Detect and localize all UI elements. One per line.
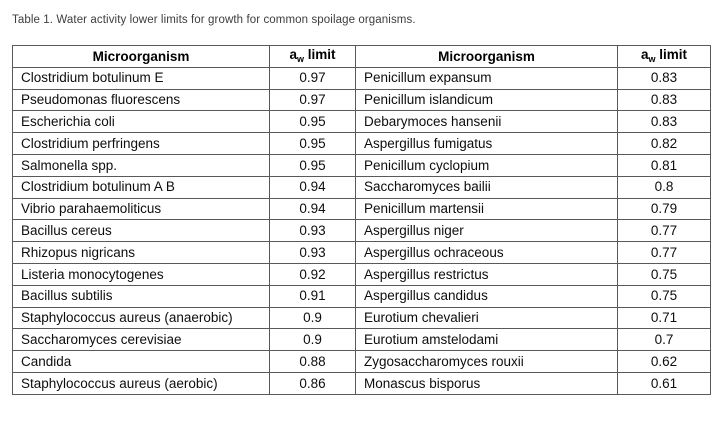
organism-cell-left: Clostridium botulinum E (12, 66, 270, 90)
organism-cell-left: Staphylococcus aureus (anaerobic) (12, 306, 270, 330)
organism-cell-right: Penicillum martensii (355, 197, 618, 221)
table-row: Salmonella spp. 0.95 Penicillum cyclopium 0… (12, 153, 711, 177)
aw-limit-cell-right: 0.77 (617, 219, 711, 243)
table-row: Staphylococcus aureus (anaerobic) 0.9 Euro… (12, 306, 711, 330)
organism-cell-right: Eurotium chevalieri (355, 306, 618, 330)
aw-subscript: w (296, 54, 304, 65)
aw-limit-cell-left: 0.9 (269, 306, 356, 330)
organism-cell-right: Aspergillus niger (355, 219, 618, 243)
header-aw-limit-right: aw limit (617, 45, 711, 68)
table-caption: Table 1. Water activity lower limits for… (12, 14, 416, 26)
aw-limit-cell-right: 0.83 (617, 110, 711, 134)
aw-limit-cell-right: 0.79 (617, 197, 711, 221)
organism-cell-left: Clostridium perfringens (12, 132, 270, 155)
organism-cell-right: Aspergillus fumigatus (355, 132, 618, 155)
organism-cell-right: Penicillum expansum (355, 66, 618, 90)
table-row: Listeria monocytogenes 0.92 Aspergillus re… (12, 262, 711, 286)
water-activity-table: Microorganism aw limit Microorganism aw … (12, 45, 711, 395)
organism-cell-right: Aspergillus ochraceous (355, 241, 618, 264)
organism-cell-left: Candida (12, 350, 270, 373)
aw-limit-cell-left: 0.95 (269, 132, 356, 155)
aw-limit-cell-right: 0.75 (617, 262, 711, 286)
aw-limit-cell-right: 0.7 (617, 328, 711, 352)
aw-limit-cell-left: 0.95 (269, 153, 356, 177)
aw-limit-cell-right: 0.81 (617, 153, 711, 177)
aw-limit-cell-left: 0.91 (269, 284, 356, 308)
organism-cell-right: Zygosaccharomyces rouxii (355, 350, 618, 373)
organism-cell-right: Aspergillus candidus (355, 284, 618, 308)
aw-limit-cell-right: 0.71 (617, 306, 711, 330)
table-row: Clostridium botulinum E 0.97 Penicillum ex… (12, 66, 711, 90)
table-row: Clostridium perfringens 0.95 Aspergillus f… (12, 132, 711, 155)
organism-cell-left: Clostridium botulinum A B (12, 175, 270, 199)
organism-cell-left: Staphylococcus aureus (aerobic) (12, 371, 270, 395)
organism-cell-right: Aspergillus restrictus (355, 262, 618, 286)
table-body: Clostridium botulinum E 0.97 Penicillum ex… (12, 66, 711, 395)
organism-cell-left: Salmonella spp. (12, 153, 270, 177)
header-microorganism-left: Microorganism (12, 45, 270, 68)
aw-limit-cell-left: 0.92 (269, 262, 356, 286)
organism-cell-right: Saccharomyces bailii (355, 175, 618, 199)
header-aw-limit-left: aw limit (269, 45, 356, 68)
aw-limit-cell-left: 0.9 (269, 328, 356, 352)
aw-limit-cell-left: 0.94 (269, 197, 356, 221)
aw-limit-cell-left: 0.97 (269, 66, 356, 90)
table-row: Saccharomyces cerevisiae 0.9 Eurotium amst… (12, 328, 711, 352)
organism-cell-left: Escherichia coli (12, 110, 270, 134)
table-row: Bacillus subtilis 0.91 Aspergillus candidu… (12, 284, 711, 308)
table-row: Candida 0.88 Zygosaccharomyces rouxii 0.62 (12, 350, 711, 373)
table-row: Rhizopus nigricans 0.93 Aspergillus ochrac… (12, 241, 711, 264)
organism-cell-right: Debarymoces hansenii (355, 110, 618, 134)
aw-limit-cell-right: 0.75 (617, 284, 711, 308)
table-row: Bacillus cereus 0.93 Aspergillus niger 0.77 (12, 219, 711, 243)
table-row: Clostridium botulinum A B 0.94 Saccharomyc… (12, 175, 711, 199)
aw-limit-cell-left: 0.97 (269, 88, 356, 112)
table-row: Staphylococcus aureus (aerobic) 0.86 Monas… (12, 371, 711, 395)
aw-subscript: w (648, 54, 656, 65)
organism-cell-right: Eurotium amstelodami (355, 328, 618, 352)
aw-limit-cell-left: 0.93 (269, 241, 356, 264)
aw-limit-cell-left: 0.93 (269, 219, 356, 243)
organism-cell-left: Vibrio parahaemoliticus (12, 197, 270, 221)
aw-limit-label: limit (304, 47, 336, 63)
table-row: Escherichia coli 0.95 Debarymoces hansenii… (12, 110, 711, 134)
aw-limit-cell-right: 0.83 (617, 88, 711, 112)
organism-cell-left: Bacillus cereus (12, 219, 270, 243)
organism-cell-left: Pseudomonas fluorescens (12, 88, 270, 112)
aw-limit-cell-right: 0.83 (617, 66, 711, 90)
aw-limit-cell-left: 0.94 (269, 175, 356, 199)
table-row: Vibrio parahaemoliticus 0.94 Penicillum ma… (12, 197, 711, 221)
aw-limit-cell-right: 0.82 (617, 132, 711, 155)
aw-limit-cell-right: 0.62 (617, 350, 711, 373)
aw-limit-cell-right: 0.77 (617, 241, 711, 264)
aw-limit-label: limit (655, 47, 688, 63)
aw-limit-cell-left: 0.88 (269, 350, 356, 373)
organism-cell-left: Rhizopus nigricans (12, 241, 270, 264)
organism-cell-right: Penicillum cyclopium (355, 153, 618, 177)
aw-limit-cell-left: 0.95 (269, 110, 356, 134)
organism-cell-left: Saccharomyces cerevisiae (12, 328, 270, 352)
organism-cell-right: Penicillum islandicum (355, 88, 618, 112)
table-row: Pseudomonas fluorescens 0.97 Penicillum is… (12, 88, 711, 112)
organism-cell-left: Listeria monocytogenes (12, 262, 270, 286)
organism-cell-left: Bacillus subtilis (12, 284, 270, 308)
header-row: Microorganism aw limit Microorganism aw … (12, 45, 711, 68)
header-microorganism-right: Microorganism (355, 45, 618, 68)
organism-cell-right: Monascus bisporus (355, 371, 618, 395)
aw-limit-cell-right: 0.61 (617, 371, 711, 395)
aw-limit-cell-left: 0.86 (269, 371, 356, 395)
aw-symbol: a (640, 47, 649, 63)
aw-limit-cell-right: 0.8 (617, 175, 711, 199)
aw-symbol: a (289, 47, 297, 63)
